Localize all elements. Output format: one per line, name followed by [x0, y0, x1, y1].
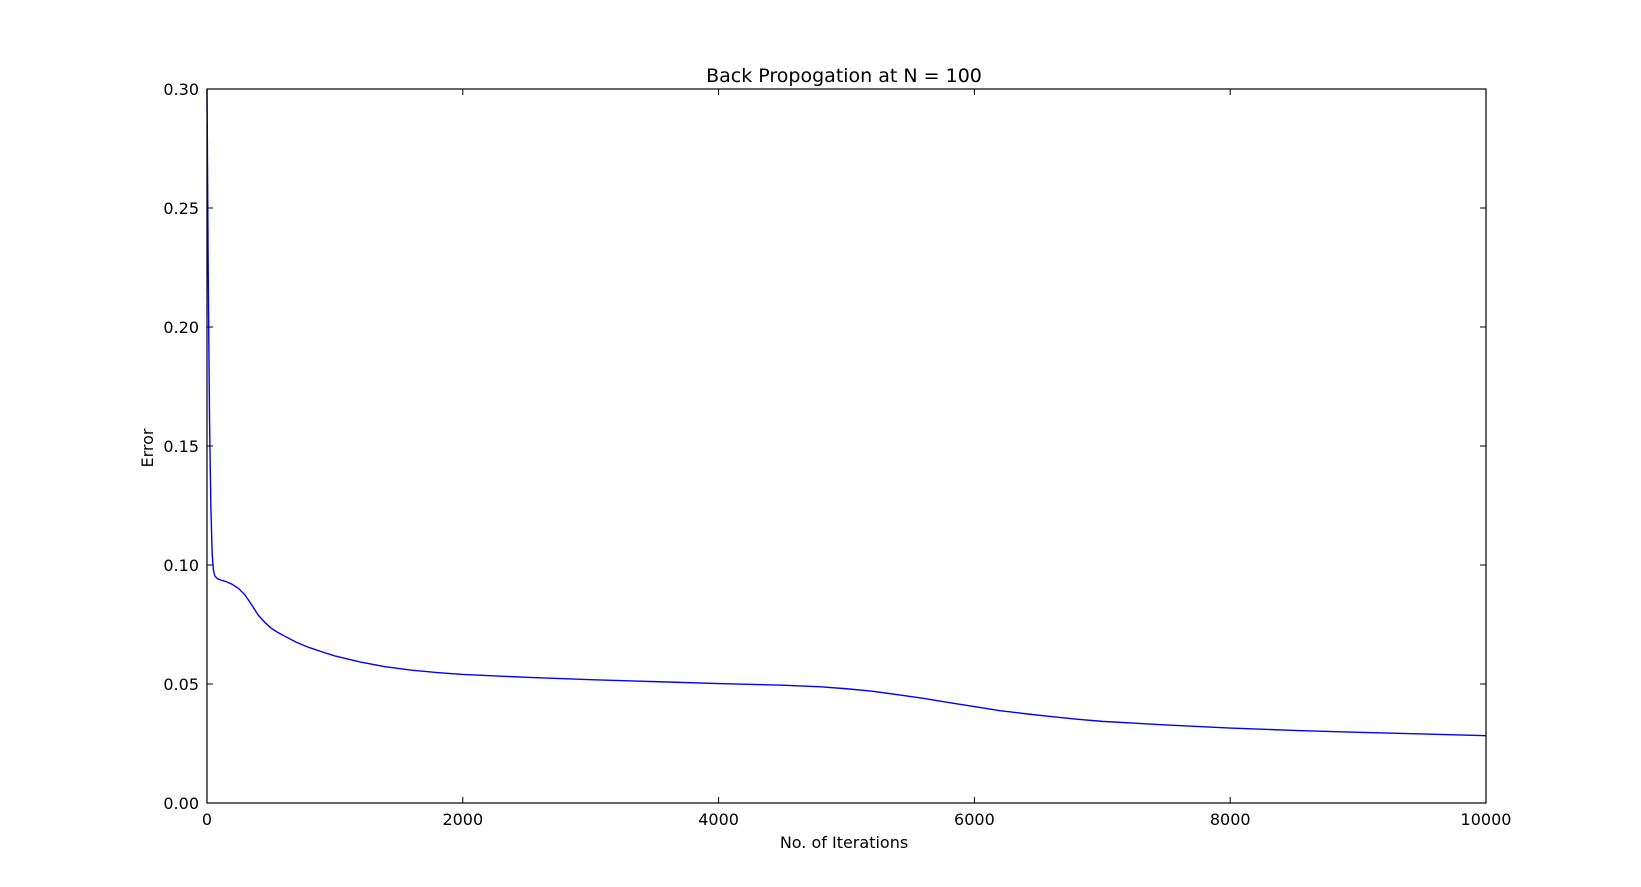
y-tick-label: 0.30	[163, 80, 199, 99]
plot-area: 0 2000 4000 6000 8000 10000 0.00 0.05 0.10 0.15 0.…	[163, 80, 1511, 829]
y-tick-label: 0.00	[163, 794, 199, 813]
y-tick-label: 0.20	[163, 318, 199, 337]
chart-title: Back Propogation at N = 100	[706, 65, 982, 87]
y-tick-label: 0.15	[163, 437, 199, 456]
x-tick-label: 4000	[698, 810, 739, 829]
y-tick-label: 0.10	[163, 556, 199, 575]
x-tick-label: 2000	[442, 810, 483, 829]
x-tick-label: 0	[202, 810, 212, 829]
series-line	[206, 88, 1487, 737]
y-tick-label: 0.05	[163, 675, 199, 694]
x-tick-label: 10000	[1461, 810, 1512, 829]
x-tick-label: 8000	[1210, 810, 1251, 829]
x-axis-label: No. of Iterations	[780, 833, 908, 852]
y-axis-label: Error	[138, 428, 157, 467]
x-tick-label: 6000	[954, 810, 995, 829]
y-tick-label: 0.25	[163, 199, 199, 218]
